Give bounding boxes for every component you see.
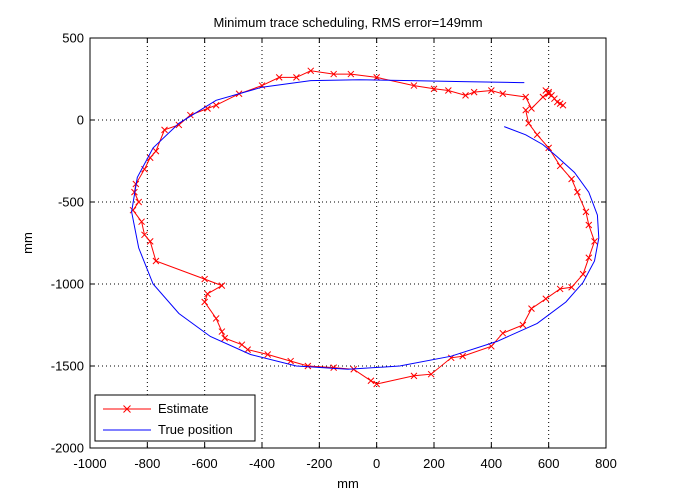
estimate-point [212, 101, 220, 109]
estimate-point [568, 283, 575, 291]
estimate-point [556, 285, 564, 293]
estimate-point [218, 328, 226, 335]
x-tick-label: 200 [423, 456, 445, 471]
y-tick-label: -1500 [51, 359, 84, 374]
series-layer [129, 67, 600, 388]
estimate-point [410, 82, 418, 89]
estimate-point [146, 238, 154, 245]
true-position-line [131, 79, 600, 370]
estimate-point [221, 334, 229, 342]
x-tick-label: 600 [538, 456, 560, 471]
chart-title: Minimum trace scheduling, RMS error=149m… [213, 15, 482, 30]
estimate-point [212, 315, 220, 322]
y-tick-label: 500 [62, 31, 84, 46]
estimate-point [499, 329, 507, 337]
estimate-point [238, 341, 246, 349]
estimate-point [539, 93, 547, 101]
estimate-point [373, 74, 381, 81]
estimate-point [427, 370, 435, 378]
estimate-point [568, 175, 575, 183]
x-tick-label: -1000 [73, 456, 106, 471]
estimate-point [347, 70, 355, 78]
estimate-point [152, 147, 160, 155]
estimate-point [545, 90, 553, 98]
estimate-point [462, 92, 469, 99]
legend-estimate-marker [123, 405, 131, 413]
y-tick-label: -500 [58, 195, 84, 210]
estimate-point [218, 282, 226, 289]
grid-layer [90, 38, 606, 448]
estimate-point [585, 254, 593, 262]
estimate-point [519, 321, 527, 329]
plot-border [89, 37, 607, 449]
estimate-point [470, 88, 478, 96]
estimate-point [293, 74, 300, 81]
estimate-point [573, 188, 581, 196]
estimate-point [146, 154, 154, 162]
legend-estimate-label: Estimate [158, 401, 209, 416]
legend-box [94, 394, 256, 442]
estimate-point [129, 206, 137, 214]
estimate-point [330, 364, 338, 371]
estimate-point [307, 67, 315, 75]
legend-true-position-label: True position [158, 422, 233, 437]
estimate-point [152, 257, 160, 265]
estimate-point [522, 93, 530, 101]
estimate-point [525, 119, 532, 127]
estimate-point [528, 105, 535, 112]
estimate-point [444, 87, 452, 94]
estimate-point [141, 231, 148, 239]
x-axis-label: mm [337, 476, 359, 491]
estimate-point [522, 106, 530, 114]
y-tick-label: -1000 [51, 277, 84, 292]
y-tick-label: 0 [77, 113, 84, 128]
tick-label-layer: -1000 -800 -600 -400 -200 0 200 400 600 800-2000-… [51, 31, 617, 472]
x-tick-label: 400 [480, 456, 502, 471]
legend: Estimate True position [94, 394, 256, 442]
estimate-point [487, 87, 495, 94]
estimate-point [373, 380, 381, 388]
estimate-point [304, 362, 312, 370]
estimate-point [582, 208, 590, 216]
estimate-point [135, 198, 143, 206]
estimate-point [459, 352, 467, 360]
estimate-point [275, 74, 283, 81]
estimate-point [545, 144, 553, 152]
estimate-point [201, 298, 209, 306]
estimate-point [499, 90, 507, 98]
y-tick-label: -2000 [51, 441, 84, 456]
estimate-point [264, 351, 272, 358]
estimate-point [138, 218, 145, 226]
estimate-point [556, 162, 564, 170]
plot-area [90, 38, 606, 448]
estimate-point [330, 70, 338, 78]
x-tick-label: -800 [134, 456, 160, 471]
x-tick-label: 0 [373, 456, 380, 471]
estimate-point [410, 372, 418, 380]
estimate-point [201, 275, 209, 283]
estimate-point [175, 121, 183, 129]
estimate-point [204, 290, 211, 298]
estimate-point [542, 295, 550, 303]
x-tick-label: -400 [249, 456, 275, 471]
x-tick-label: -200 [306, 456, 332, 471]
estimate-point [579, 270, 587, 278]
estimate-point [533, 131, 541, 139]
estimate-point [591, 238, 598, 245]
estimate-point [528, 305, 535, 312]
estimate-point [430, 85, 438, 93]
x-tick-label: -600 [192, 456, 218, 471]
estimate-point [161, 126, 168, 134]
y-axis-label: mm [20, 232, 35, 254]
estimate-point [244, 346, 252, 353]
tick-layer [89, 37, 607, 449]
estimate-point [287, 357, 295, 365]
estimate-point [585, 221, 593, 229]
x-tick-label: 800 [595, 456, 617, 471]
estimate-point [367, 377, 375, 385]
